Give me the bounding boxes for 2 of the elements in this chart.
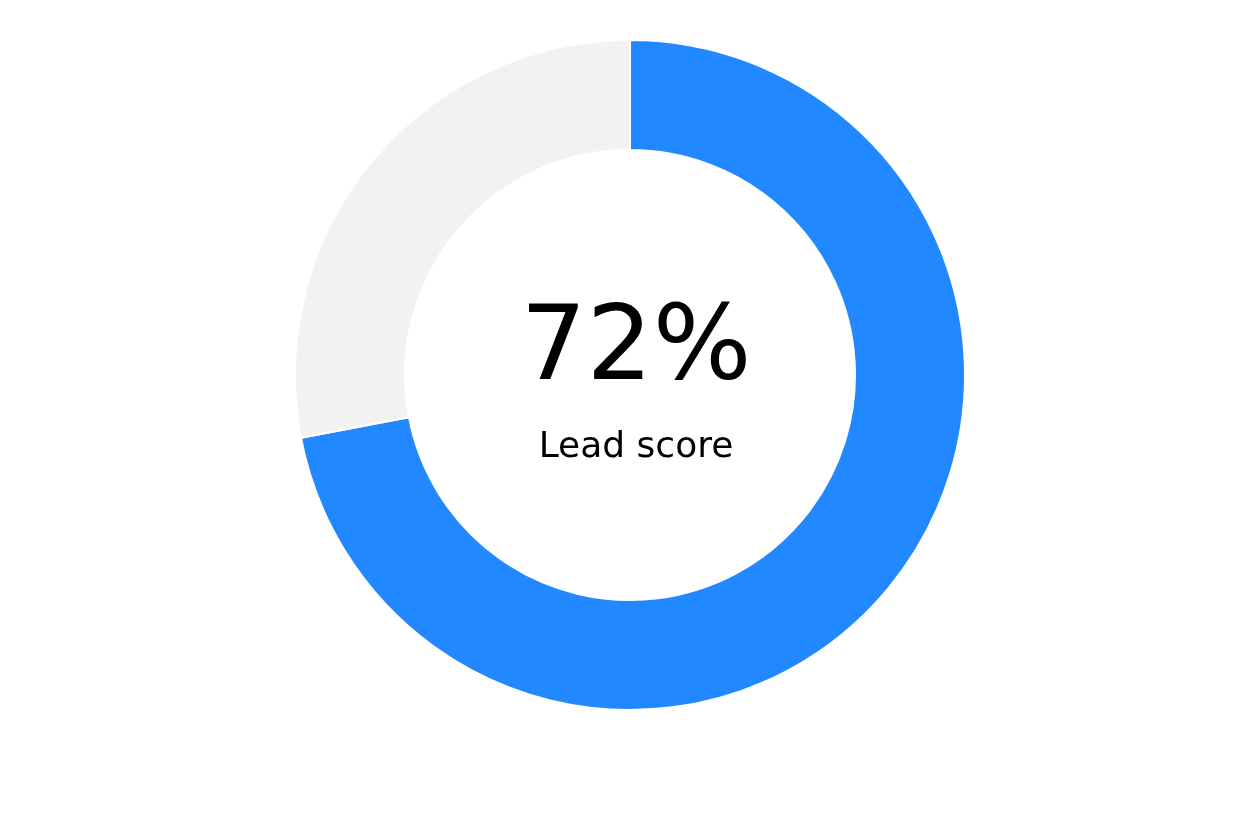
text: Lead score [538, 424, 734, 465]
data-label: 72% [520, 282, 752, 404]
